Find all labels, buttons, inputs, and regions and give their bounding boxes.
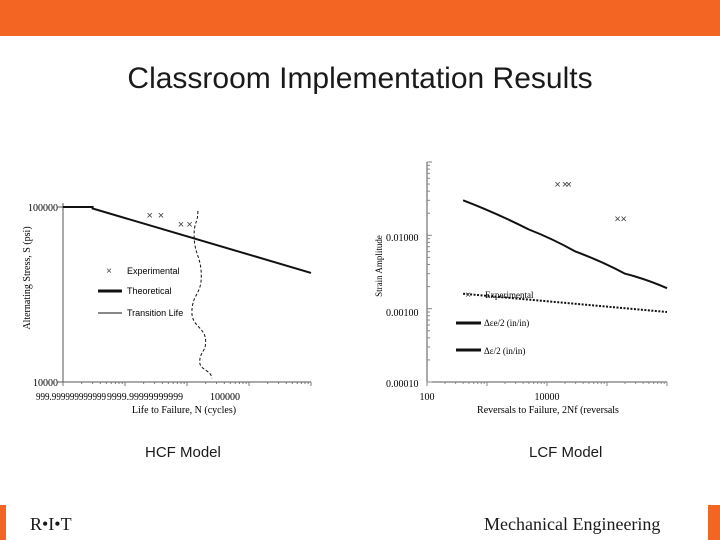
lcf-legend-label-total: Δε/2 (in/in) (484, 346, 525, 356)
slide-title: Classroom Implementation Results (127, 62, 593, 95)
lcf-axes (426, 161, 668, 386)
hcf-experimental-point: × (158, 210, 164, 222)
lcf-legend: × Experimental Δεe/2 (in/in) Δε/2 (in/in… (456, 290, 534, 356)
hcf-legend: × Experimental Theoretical Transition Li… (98, 266, 183, 318)
lcf-caption: LCF Model (529, 444, 603, 461)
hcf-series-transition-life (191, 210, 213, 379)
hcf-x-tick-label-1: 9999.99999999999 (107, 392, 183, 403)
hcf-experimental-point: × (146, 210, 152, 222)
footer-panel (6, 505, 708, 540)
hcf-marks: × ×× × (63, 206, 312, 379)
lcf-x-axis-label: Reversals to Failure, 2Nf (reversals (477, 405, 619, 416)
lcf-experimental-point: × (554, 179, 560, 191)
rit-logo: R•I•T (30, 514, 72, 534)
lcf-experimental-point: × (565, 179, 571, 191)
lcf-x-tick-label-0: 100 (420, 392, 435, 403)
lcf-legend-label-experimental: Experimental (485, 290, 534, 300)
lcf-series-total-strain (462, 199, 668, 290)
lcf-y-tick-label-2: 0.01000 (386, 233, 419, 244)
hcf-y-axis-label: Alternating Stress, S (psi) (22, 226, 33, 329)
hcf-y-tick-label-0: 10000 (33, 378, 58, 389)
lcf-legend-label-elastic: Δεe/2 (in/in) (484, 318, 529, 328)
hcf-y-tick-label-1: 100000 (28, 203, 58, 214)
lcf-y-tick-label-0: 0.00010 (386, 379, 419, 390)
lcf-experimental-point: × (614, 213, 620, 225)
hcf-legend-label-experimental: Experimental (127, 266, 180, 276)
lcf-experimental-point: × (562, 179, 568, 191)
hcf-x-axis-label: Life to Failure, N (cycles) (132, 405, 236, 416)
department-name: Mechanical Engineering (484, 514, 661, 534)
hcf-x-tick-label-2: 100000 (210, 392, 240, 403)
lcf-legend-marker-experimental: × (465, 290, 471, 301)
hcf-legend-marker-experimental: × (106, 266, 112, 277)
hcf-legend-label-transition: Transition Life (127, 308, 183, 318)
top-accent-bar (0, 0, 720, 36)
hcf-caption: HCF Model (145, 444, 221, 461)
hcf-experimental-point: × (186, 219, 192, 231)
lcf-series-elastic-strain (463, 292, 668, 313)
lcf-y-axis-label: Strain Amplitude (374, 235, 384, 297)
bottom-accent-bar (0, 505, 720, 540)
hcf-legend-label-theoretical: Theoretical (127, 286, 172, 296)
hcf-series-theoretical (63, 206, 312, 274)
lcf-x-tick-label-1: 10000 (535, 392, 560, 403)
hcf-experimental-point: × (178, 219, 184, 231)
hcf-x-tick-label-0: 999.999999999999 (36, 392, 106, 403)
lcf-marks: × ××× × (462, 179, 668, 313)
lcf-y-tick-label-1: 0.00100 (386, 308, 419, 319)
hcf-axes (58, 203, 312, 386)
lcf-experimental-point: × (621, 213, 627, 225)
